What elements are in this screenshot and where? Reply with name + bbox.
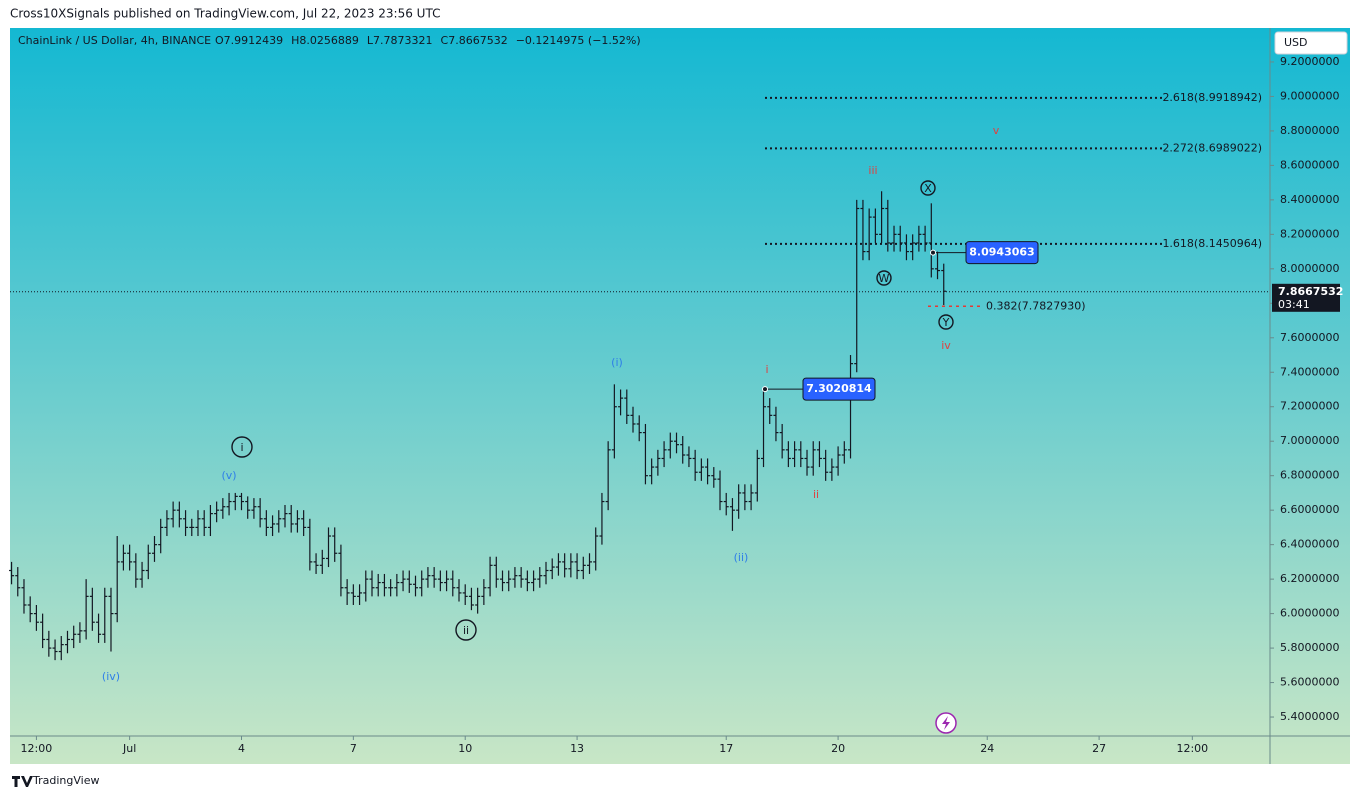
countdown: 03:41	[1278, 298, 1310, 311]
brand-logo	[12, 776, 33, 787]
y-tick-label: 6.2000000	[1280, 572, 1340, 585]
ohlc-readout: O7.9912439 H8.0256889 L7.7873321 C7.8667532…	[215, 34, 641, 47]
y-tick-label: 6.0000000	[1280, 607, 1340, 620]
y-tick-label: 8.4000000	[1280, 193, 1340, 206]
current-price-tag	[1272, 283, 1340, 312]
wave-label: ii	[463, 624, 469, 637]
y-tick-label: 6.6000000	[1280, 503, 1340, 516]
wave-circle	[938, 314, 954, 330]
brand-name: TradingView	[32, 774, 99, 787]
y-tick-label: 8.6000000	[1280, 158, 1340, 171]
x-tick-label: 27	[1092, 742, 1106, 755]
currency-label[interactable]: USD	[1284, 36, 1308, 49]
currency-button[interactable]	[1274, 31, 1348, 55]
y-tick-label: 9.0000000	[1280, 89, 1340, 102]
publisher-line: Cross10XSignals published on TradingView…	[10, 7, 440, 21]
wave-circle	[455, 619, 477, 641]
wave-label: v	[993, 124, 1000, 137]
x-tick-label: 13	[570, 742, 584, 755]
wave-circle	[231, 436, 253, 458]
fib-label: 0.382(7.7827930)	[986, 299, 1086, 312]
x-tick-label: 4	[238, 742, 245, 755]
ohlc-value: H8.0256889	[291, 34, 359, 47]
x-tick-label: 17	[719, 742, 733, 755]
x-tick-label: Jul	[122, 742, 136, 755]
wave-label: (i)	[611, 356, 623, 369]
price-label-dot	[762, 386, 768, 393]
alert-bolt	[942, 716, 950, 730]
wave-label: iv	[941, 339, 951, 352]
fib-label: 1.618(8.1450964)	[1162, 237, 1262, 250]
wave-label: (ii)	[734, 551, 749, 564]
wave-circle	[920, 180, 936, 196]
x-tick-label: 12:00	[1176, 742, 1208, 755]
wave-label: ii	[813, 488, 819, 501]
symbol-legend: ChainLink / US Dollar, 4h, BINANCE	[18, 34, 211, 47]
price-label-dot	[930, 249, 936, 256]
wave-label: W	[879, 272, 890, 285]
wave-label: i	[765, 363, 768, 376]
y-tick-label: 9.2000000	[1280, 55, 1340, 68]
wave-circle	[876, 270, 892, 286]
y-tick-label: 8.2000000	[1280, 227, 1340, 240]
y-tick-label: 7.0000000	[1280, 434, 1340, 447]
price-label-box	[965, 241, 1039, 265]
y-tick-label: 6.8000000	[1280, 469, 1340, 482]
current-price-value: 7.8667532	[1278, 285, 1343, 298]
y-tick-label: 5.8000000	[1280, 641, 1340, 654]
y-tick-label: 7.4000000	[1280, 365, 1340, 378]
x-tick-label: 20	[831, 742, 845, 755]
fib-label: 2.618(8.9918942)	[1162, 91, 1262, 104]
x-tick-label: 12:00	[21, 742, 53, 755]
wave-label: i	[240, 441, 243, 454]
y-tick-label: 5.4000000	[1280, 710, 1340, 723]
y-tick-label: 5.6000000	[1280, 676, 1340, 689]
wave-label: X	[924, 182, 932, 195]
ohlc-value: L7.7873321	[367, 34, 433, 47]
fib-label: 2.272(8.6989022)	[1162, 141, 1262, 154]
wave-label: iii	[868, 164, 877, 177]
ohlc-value: C7.8667532	[441, 34, 508, 47]
price-label-text: 7.3020814	[806, 382, 872, 395]
y-tick-label: 8.0000000	[1280, 262, 1340, 275]
y-tick-label: 6.4000000	[1280, 538, 1340, 551]
y-tick-label: 7.2000000	[1280, 400, 1340, 413]
chart-background	[10, 28, 1350, 764]
x-tick-label: 10	[458, 742, 472, 755]
wave-label: (iv)	[102, 670, 120, 683]
ohlc-value: −0.1214975 (−1.52%)	[516, 34, 641, 47]
x-tick-label: 7	[350, 742, 357, 755]
price-label-text: 8.0943063	[969, 246, 1034, 259]
y-tick-label: 7.6000000	[1280, 331, 1340, 344]
ohlc-value: O7.9912439	[215, 34, 283, 47]
price-label-box	[802, 377, 876, 401]
y-tick-label: 8.8000000	[1280, 124, 1340, 137]
wave-label: (v)	[221, 469, 236, 482]
wave-label: Y	[942, 316, 950, 329]
x-tick-label: 24	[980, 742, 994, 755]
